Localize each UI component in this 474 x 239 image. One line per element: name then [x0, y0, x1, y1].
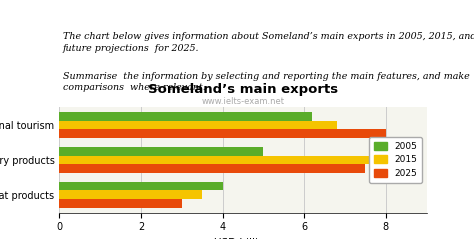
Text: www.ielts-exam.net: www.ielts-exam.net [201, 97, 284, 106]
Bar [59, 121, 337, 129]
Bar [59, 112, 312, 121]
X-axis label: USD billion: USD billion [214, 238, 272, 239]
Bar [59, 164, 365, 173]
Bar [59, 129, 386, 138]
Title: Someland’s main exports: Someland’s main exports [148, 83, 338, 96]
Bar [59, 199, 182, 208]
Bar [59, 190, 202, 199]
Bar [59, 147, 264, 156]
Legend: 2005, 2015, 2025: 2005, 2015, 2025 [369, 137, 422, 183]
Text: Summarise  the information by selecting and reporting the main features, and mak: Summarise the information by selecting a… [63, 71, 470, 92]
Bar [59, 182, 222, 190]
Text: The chart below gives information about Someland’s main exports in 2005, 2015, a: The chart below gives information about … [63, 32, 474, 53]
Bar [59, 156, 386, 164]
